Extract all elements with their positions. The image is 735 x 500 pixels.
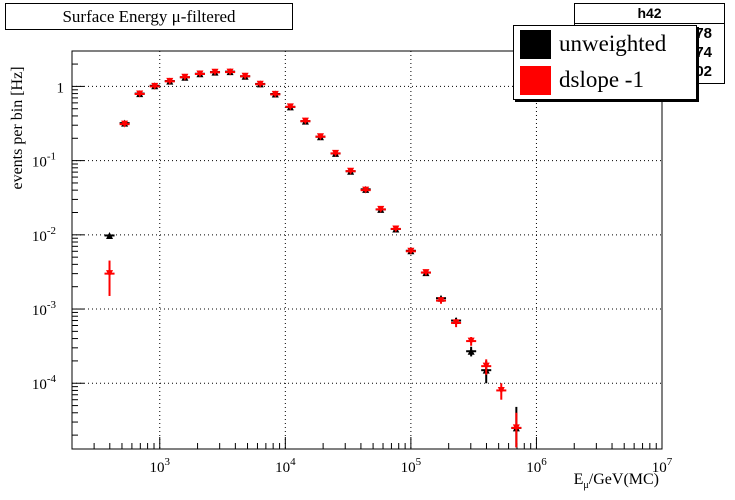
- stats-title: h42: [575, 4, 724, 24]
- axis-ticks: [71, 50, 663, 449]
- data-point: [332, 149, 340, 157]
- data-point: [151, 82, 159, 90]
- data-point: [316, 133, 324, 141]
- data-point: [106, 270, 114, 278]
- legend-label-unweighted: unweighted: [559, 31, 667, 56]
- y-tick-label: 10-1: [32, 151, 56, 171]
- data-point: [286, 103, 294, 111]
- data-point: [106, 231, 114, 239]
- data-points: [104, 68, 522, 448]
- data-point: [377, 205, 385, 213]
- x-tick-label: 103: [150, 456, 171, 476]
- y-tick-label: 10-4: [32, 373, 57, 393]
- data-point: [166, 77, 174, 85]
- legend: unweighted dslope -1: [513, 25, 697, 100]
- stats-value-2: 74: [695, 44, 712, 61]
- x-tick-label: 105: [401, 456, 422, 476]
- plot-frame: [71, 50, 663, 450]
- x-tick-label: 106: [526, 456, 547, 476]
- stats-value-1: 78: [695, 25, 712, 42]
- data-point: [211, 68, 219, 76]
- x-axis-label: Eμ/GeV(MC): [573, 471, 659, 492]
- data-point: [452, 319, 460, 327]
- axis-tick-labels: 103 104 105 106 107 1 10-1 10-2 10-3 10-4: [32, 80, 673, 476]
- data-point: [362, 186, 370, 194]
- x-tick-label: 104: [275, 456, 296, 476]
- data-point: [482, 362, 490, 370]
- y-tick-label: 1: [57, 80, 65, 96]
- data-point: [467, 337, 475, 345]
- data-point: [241, 72, 249, 80]
- legend-swatch-dslope: [520, 65, 551, 95]
- legend-swatch-unweighted: [520, 29, 551, 59]
- data-point: [422, 269, 430, 277]
- data-point: [226, 68, 234, 76]
- data-point: [437, 297, 445, 305]
- data-point: [512, 424, 520, 432]
- chart-title: Surface Energy μ-filtered: [5, 3, 293, 30]
- data-point: [256, 80, 264, 88]
- data-point: [347, 167, 355, 175]
- data-point: [407, 247, 415, 255]
- x-tick-label: 107: [652, 456, 673, 476]
- legend-entry-unweighted: unweighted: [520, 29, 666, 59]
- data-point: [181, 73, 189, 81]
- y-tick-label: 10-2: [32, 225, 56, 245]
- stats-value-3: 02: [695, 63, 712, 80]
- grid-lines: [72, 51, 662, 449]
- data-point: [121, 120, 129, 128]
- legend-label-dslope: dslope -1: [559, 67, 644, 92]
- data-point: [392, 225, 400, 233]
- data-point: [467, 347, 475, 355]
- data-point: [301, 117, 309, 125]
- legend-entry-dslope: dslope -1: [520, 65, 644, 95]
- data-point: [196, 70, 204, 78]
- data-point: [271, 90, 279, 98]
- y-axis-label: events per bin [Hz]: [9, 66, 26, 190]
- y-tick-label: 10-3: [32, 299, 57, 319]
- data-point: [136, 90, 144, 98]
- data-point: [497, 386, 505, 394]
